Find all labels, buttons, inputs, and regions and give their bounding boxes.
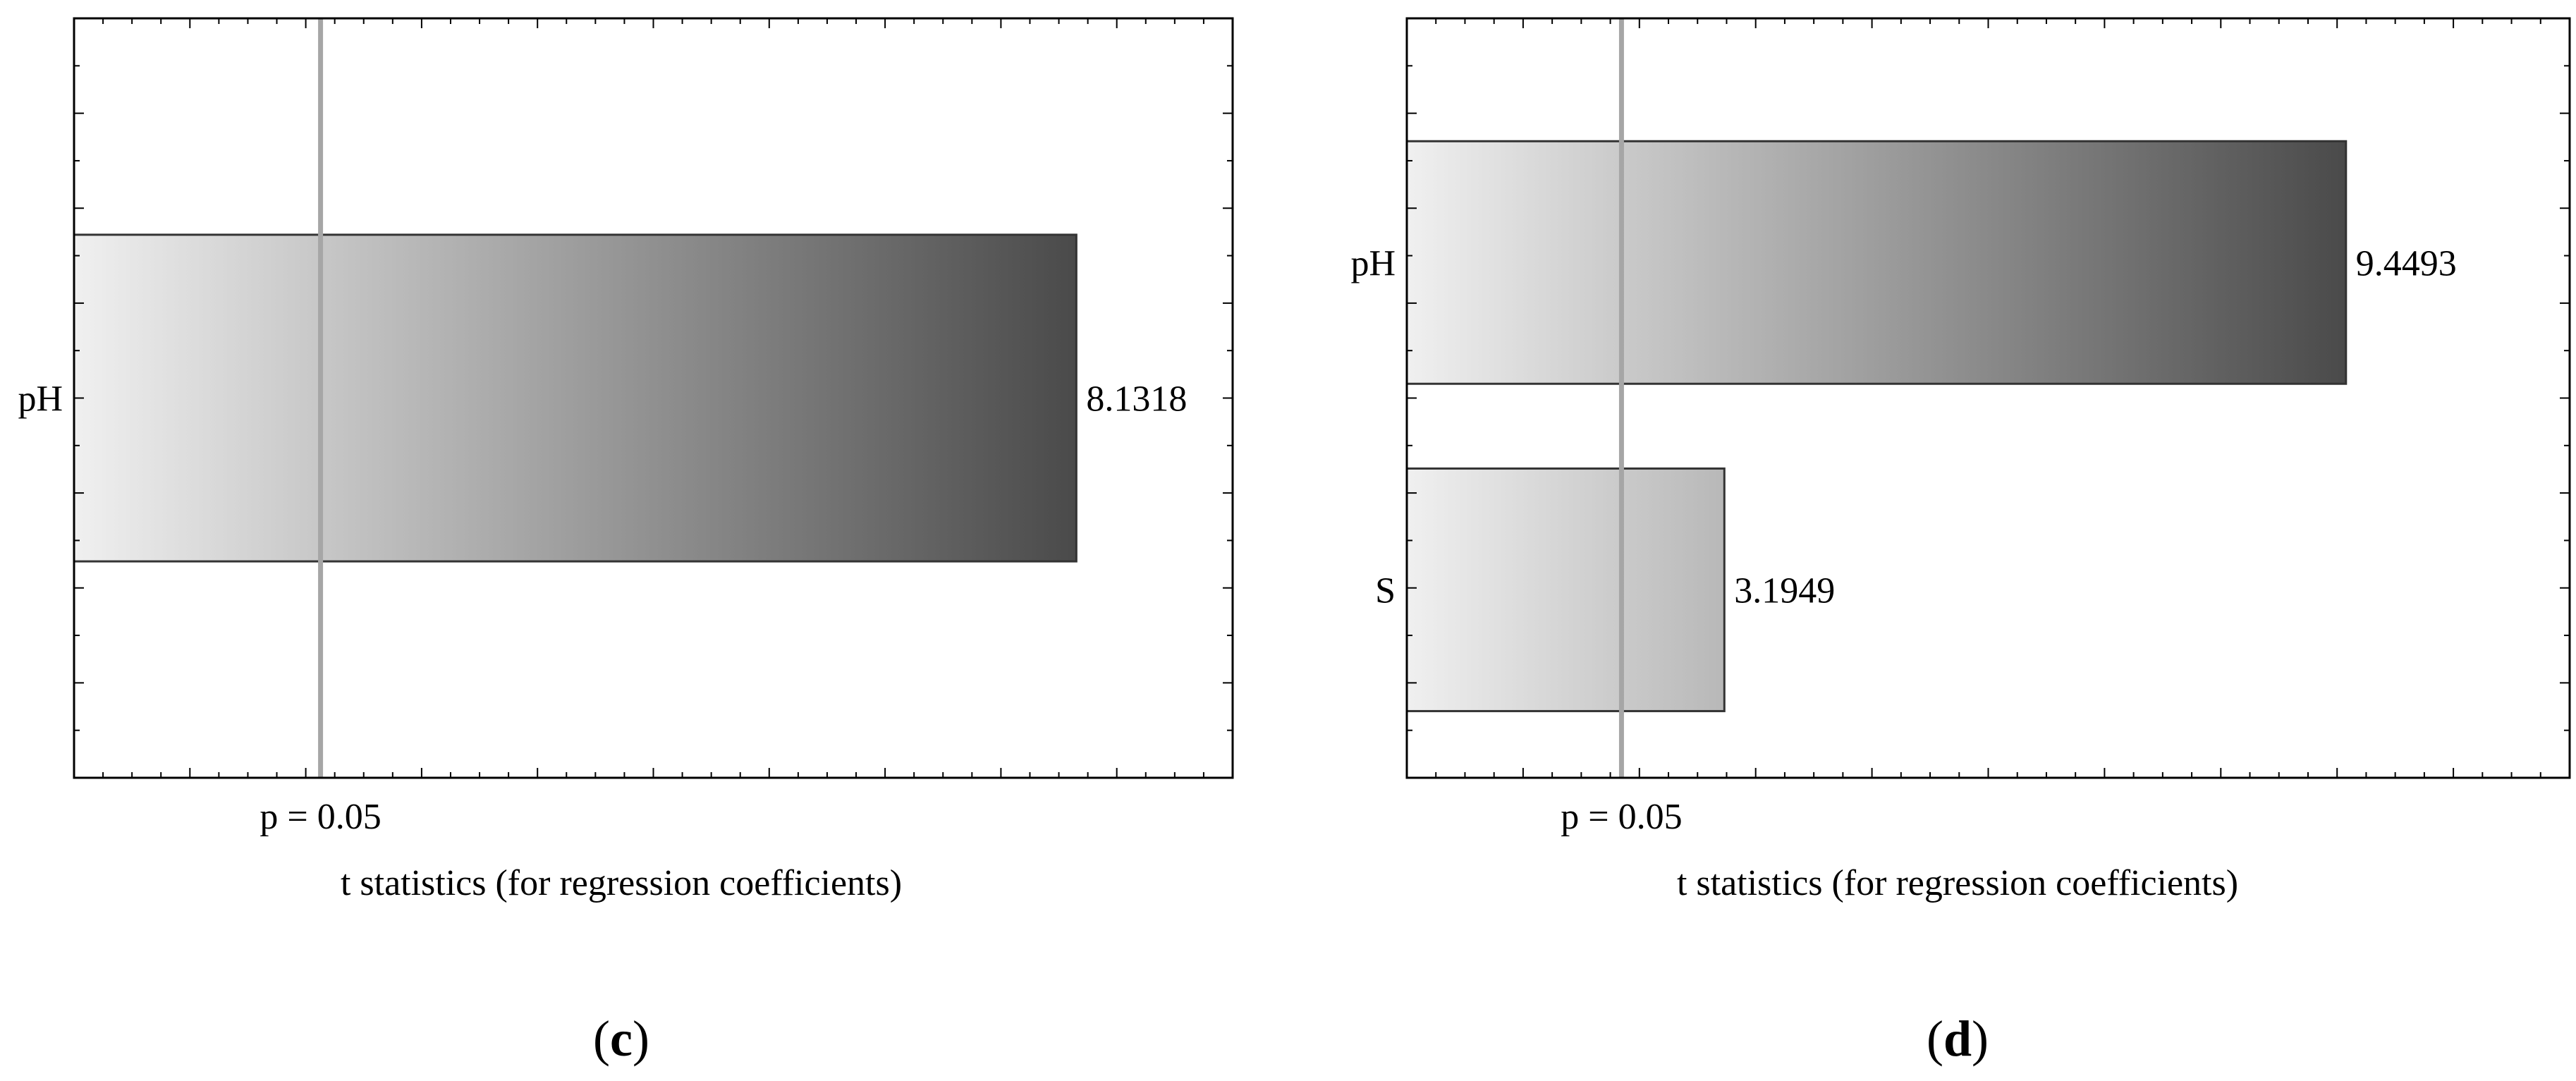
bar-s	[1405, 467, 1726, 712]
panel-label: (c)	[593, 1010, 649, 1067]
panel-label-letter: c	[610, 1010, 633, 1067]
axis-ticks	[1407, 18, 2570, 778]
panel-d: 9.4493 pH 3.1949 Sp = 0.05 t statistics (for…	[1350, 17, 2571, 1067]
panel-label-letter: d	[1943, 1010, 1972, 1067]
axis-ticks	[74, 18, 1233, 778]
category-label-s: S	[1375, 570, 1396, 611]
bar-ph	[73, 233, 1078, 563]
data-label-s: 3.1949	[1734, 570, 1835, 611]
category-label-ph: pH	[18, 379, 63, 420]
data-label-ph: 8.1318	[1086, 379, 1187, 420]
data-label-ph: 9.4493	[2356, 243, 2457, 283]
reference-line-label: p = 0.05	[1561, 797, 1682, 837]
bar-ph	[1405, 140, 2348, 385]
x-axis-title: t statistics (for regression coefficient…	[1677, 863, 2238, 903]
x-axis-title: t statistics (for regression coefficient…	[341, 863, 902, 903]
category-label-ph: pH	[1350, 243, 1396, 283]
reference-line-label: p = 0.05	[260, 797, 381, 837]
panel-label: (d)	[1927, 1010, 1989, 1067]
panel-c: 8.1318 pH p = 0.05 t statistics (for regres…	[18, 17, 1234, 1067]
